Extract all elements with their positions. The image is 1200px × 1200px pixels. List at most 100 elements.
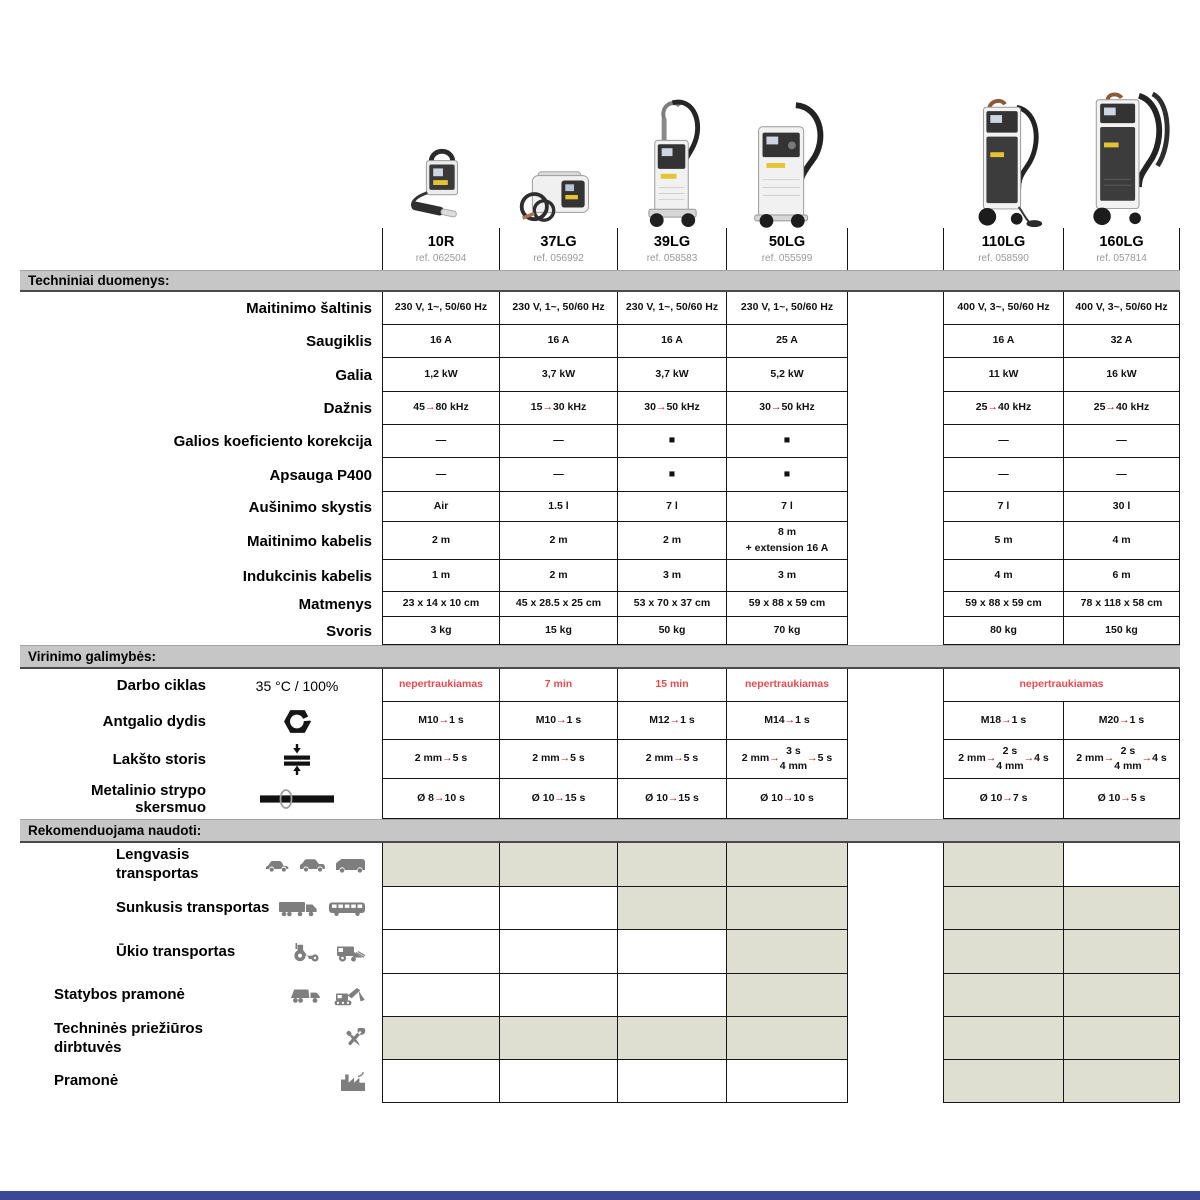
value-cell: 16 kW — [1064, 358, 1180, 392]
value-cell: 15 kg — [500, 617, 618, 645]
row-label: Saugiklis — [306, 333, 372, 350]
value-cell: Ø 10 → 10 s — [727, 779, 848, 819]
value-cell: 3 kg — [382, 617, 500, 645]
recommended-cell — [943, 974, 1064, 1017]
table-row: Techninės priežiūros dirbtuvės — [20, 1017, 1180, 1060]
row-label: Svoris — [326, 622, 372, 640]
value-cell: 400 V, 3~, 50/60 Hz — [943, 292, 1064, 325]
van-icon — [335, 858, 366, 873]
recommended-cell — [943, 930, 1064, 974]
value-cell: ■ — [618, 458, 727, 492]
value-cell: 230 V, 1~, 50/60 Hz — [382, 292, 500, 325]
recommended-cell — [1064, 1060, 1180, 1103]
table-row: Apsauga P400 — — ■ ■ — — — [20, 458, 1180, 492]
value-cell: 2 mm → 5 s — [500, 740, 618, 779]
table-row: Svoris 3 kg 15 kg 50 kg 70 kg 80 kg 150 … — [20, 617, 1180, 645]
recommended-cell — [1064, 1017, 1180, 1060]
value-cell: 11 kW — [943, 358, 1064, 392]
recommended-cell — [1064, 930, 1180, 974]
product-image-110lg — [943, 95, 1064, 228]
value-cell: 15 min — [618, 669, 727, 702]
value-cell: — — [1064, 458, 1180, 492]
value-cell: 2 mm → 2 s 4 mm → 4 s — [1064, 740, 1180, 779]
row-label: Ūkio transportas — [116, 942, 236, 960]
value-cell: 1,2 kW — [382, 358, 500, 392]
recommended-cell — [618, 1060, 727, 1103]
recommended-cell — [727, 1017, 848, 1060]
recommended-cell — [943, 843, 1064, 887]
value-cell: M20 → 1 s — [1064, 702, 1180, 740]
product-name: 39LG — [653, 234, 691, 251]
value-cell: Ø 10 → 15 s — [500, 779, 618, 819]
value-cell: 7 l — [618, 492, 727, 522]
value-cell: 3,7 kW — [618, 358, 727, 392]
value-cell: 230 V, 1~, 50/60 Hz — [727, 292, 848, 325]
table-row: Statybos pramonė — [20, 974, 1180, 1017]
duty-condition: 35 °C / 100% — [255, 677, 339, 694]
recommended-cell — [500, 1017, 618, 1060]
row-label: Techninės priežiūros dirbtuvės — [54, 1019, 203, 1056]
value-cell: ■ — [727, 425, 848, 458]
product-images-row — [20, 91, 1180, 228]
value-cell: 230 V, 1~, 50/60 Hz — [618, 292, 727, 325]
value-cell: M10 → 1 s — [500, 702, 618, 740]
value-cell: 2 m — [618, 522, 727, 560]
row-label: Lakšto storis — [112, 751, 206, 768]
value-cell: 16 A — [382, 325, 500, 358]
bus-icon — [329, 901, 366, 916]
table-row: Antgalio dydis M10 → 1 s M10 → 1 s M12 →… — [20, 702, 1180, 740]
value-cell: 53 x 70 x 37 cm — [618, 592, 727, 617]
value-cell: 150 kg — [1064, 617, 1180, 645]
value-cell: — — [500, 425, 618, 458]
value-cell: 7 l — [943, 492, 1064, 522]
recommended-cell — [618, 843, 727, 887]
nut-icon — [212, 708, 382, 735]
value-cell: ■ — [618, 425, 727, 458]
value-cell: 16 A — [943, 325, 1064, 358]
value-cell: M18 → 1 s — [943, 702, 1064, 740]
recommended-cell — [618, 1017, 727, 1060]
value-cell: — — [943, 458, 1064, 492]
product-header: 110LG ref. 058590 — [943, 228, 1064, 270]
table-row: Dažnis 45 → 80 kHz 15 → 30 kHz 30 → 50 k… — [20, 392, 1180, 425]
row-label: Antgalio dydis — [102, 712, 206, 730]
row-label: Aušinimo skystis — [248, 498, 372, 516]
value-cell: 25 A — [727, 325, 848, 358]
value-cell: 5 m — [943, 522, 1064, 560]
value-cell: — — [500, 458, 618, 492]
product-header: 160LG ref. 057814 — [1064, 228, 1180, 270]
product-ref: ref. 057814 — [1096, 252, 1147, 264]
value-cell: 2 mm → 2 s 4 mm → 4 s — [943, 740, 1064, 779]
row-label: Galia — [335, 366, 372, 384]
value-cell: Air — [382, 492, 500, 522]
row-label: Metalinio strypo skersmuo — [90, 782, 206, 816]
product-image-10r — [382, 95, 500, 228]
recommended-cell — [1064, 974, 1180, 1017]
product-header-row: 10R ref. 062504 37LG ref. 056992 39LG re… — [20, 228, 1180, 270]
comparison-table: 10R ref. 062504 37LG ref. 056992 39LG re… — [20, 91, 1180, 1103]
product-header: 37LG ref. 056992 — [500, 228, 618, 270]
value-cell: 59 x 88 x 59 cm — [943, 592, 1064, 617]
recommended-cell — [500, 974, 618, 1017]
value-cell: Ø 10 → 5 s — [1064, 779, 1180, 819]
value-cell: 25 → 40 kHz — [943, 392, 1064, 425]
recommended-cell — [500, 1060, 618, 1103]
row-label: Matmenys — [298, 596, 372, 613]
table-row: Galios koeficiento korekcija — — ■ ■ — — — [20, 425, 1180, 458]
value-cell: 23 x 14 x 10 cm — [382, 592, 500, 617]
suv-icon — [299, 858, 326, 872]
value-cell: 2 m — [500, 560, 618, 592]
excavator-icon — [331, 986, 366, 1006]
value-cell: 59 x 88 x 59 cm — [727, 592, 848, 617]
tractor-icon — [291, 942, 322, 962]
product-image-37lg — [500, 95, 618, 228]
section-header-technical: Techniniai duomenys: — [20, 270, 1180, 292]
value-cell: nepertraukiamas — [727, 669, 848, 702]
tools-icon — [342, 1027, 366, 1050]
value-cell: — — [382, 425, 500, 458]
product-header: 10R ref. 062504 — [382, 228, 500, 270]
recommended-cell — [727, 887, 848, 930]
product-header: 39LG ref. 058583 — [618, 228, 727, 270]
recommended-cell — [382, 930, 500, 974]
row-label: Maitinimo kabelis — [246, 532, 372, 550]
